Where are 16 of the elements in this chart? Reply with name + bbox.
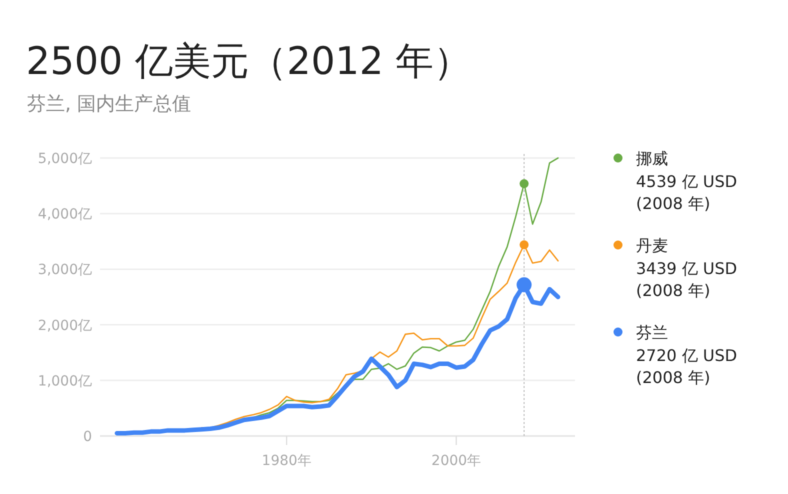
- y-tick-label: 2,000亿: [38, 318, 92, 334]
- y-tick-label: 3,000亿: [38, 262, 92, 278]
- text: 2720 亿 USD (2008 年): [636, 346, 738, 387]
- y-tick-label: 1,000亿: [38, 373, 92, 390]
- text: 4539 亿 USD (2008 年): [636, 172, 738, 213]
- chart-title: 2500 亿美元（2012 年）: [26, 39, 472, 83]
- x-tick-label: 1980年: [262, 453, 312, 469]
- legend-label: 丹麦: [636, 236, 668, 255]
- y-tick-label: 5,000亿: [38, 151, 92, 167]
- y-tick-label: 4,000亿: [38, 206, 92, 223]
- legend-label: 挪威: [636, 149, 668, 168]
- x-tick-label: 2000年: [431, 453, 482, 469]
- chart-subtitle: 芬兰, 国内生产总值: [27, 93, 192, 115]
- text: 3439 亿 USD (2008 年): [636, 259, 738, 300]
- legend-label: 芬兰: [636, 323, 668, 342]
- y-tick-label: 0: [83, 429, 92, 445]
